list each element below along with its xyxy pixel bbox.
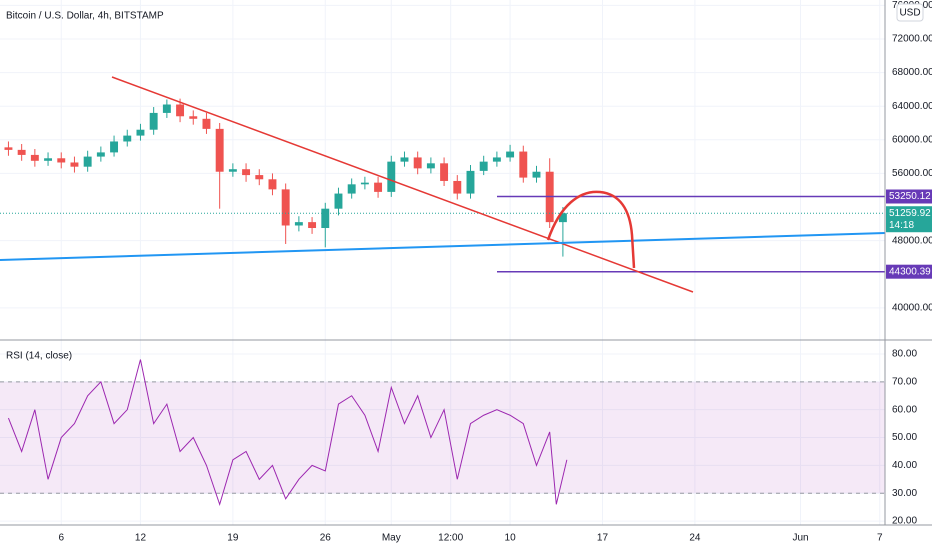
x-tick-label: 26 <box>320 533 332 544</box>
candle-body <box>17 149 26 155</box>
rsi-line <box>7 359 568 507</box>
candle-body <box>255 175 264 180</box>
countdown: 14:18 <box>889 220 914 231</box>
candle-body <box>215 128 224 172</box>
x-tick-label: 6 <box>58 533 64 544</box>
candle-body <box>176 104 185 117</box>
level-label: 44300.39 <box>889 266 931 277</box>
candle-body <box>506 151 515 158</box>
rsi-band <box>0 381 885 494</box>
chart-title: Bitcoin / U.S. Dollar, 4h, BITSTAMP <box>6 11 164 22</box>
candle-body <box>242 169 251 176</box>
y-tick-label: 72000.00 <box>892 34 932 45</box>
y-tick-label: 60000.00 <box>892 134 932 145</box>
candle-body <box>57 158 66 163</box>
candle-body <box>466 170 475 194</box>
candle-body <box>4 147 13 150</box>
marks <box>0 98 885 507</box>
projection-arc <box>546 190 636 269</box>
candle-body <box>334 193 343 209</box>
candle-body <box>136 129 145 136</box>
x-tick-label: 12 <box>135 533 147 544</box>
candle-body <box>44 158 53 161</box>
candle-body <box>110 141 119 153</box>
candle-body <box>149 112 158 130</box>
grid <box>0 0 885 525</box>
trend-line <box>111 76 694 293</box>
candle-body <box>228 169 237 172</box>
x-tick-label: 24 <box>689 533 701 544</box>
candle-body <box>123 135 132 142</box>
candle-body <box>387 161 396 192</box>
support-line <box>0 232 886 261</box>
level-label-box <box>886 264 932 279</box>
candle-body <box>70 162 79 167</box>
last-price-label: 51259.92 <box>889 208 931 219</box>
candle-body <box>440 163 449 181</box>
x-tick-label: Jun <box>792 533 808 544</box>
candle-body <box>360 182 369 185</box>
candle-body <box>479 161 488 171</box>
candle-body <box>400 157 409 162</box>
candle-body <box>453 180 462 194</box>
x-tick-label: 12:00 <box>438 533 463 544</box>
rsi-tick-label: 70.00 <box>892 376 917 387</box>
last-price-box <box>886 206 932 233</box>
rsi-tick-label: 30.00 <box>892 488 917 499</box>
candle-body <box>83 156 92 167</box>
currency[interactable]: USD <box>899 8 920 19</box>
candle-body <box>162 104 171 113</box>
rsi-title: RSI (14, close) <box>6 351 72 362</box>
candle-body <box>374 182 383 192</box>
rsi-tick-label: 40.00 <box>892 460 917 471</box>
x-tick-label: 7 <box>877 533 883 544</box>
x-tick-label: May <box>382 533 401 544</box>
candle-body <box>268 179 277 190</box>
candle-body <box>308 222 317 229</box>
rsi-tick-label: 80.00 <box>892 349 917 360</box>
candle-body <box>492 157 501 162</box>
candle-body <box>532 171 541 178</box>
candle-body <box>321 208 330 229</box>
y-tick-label: 64000.00 <box>892 101 932 112</box>
candle-body <box>347 184 356 194</box>
candle-body <box>281 189 290 226</box>
y-tick-label: 68000.00 <box>892 67 932 78</box>
rsi-tick-label: 20.00 <box>892 516 917 527</box>
candle-body <box>189 116 198 119</box>
candle-body <box>202 118 211 129</box>
y-tick-label: 40000.00 <box>892 302 932 313</box>
candle-body <box>413 157 422 169</box>
level-label: 53250.12 <box>889 191 931 202</box>
x-tick-label: 10 <box>505 533 517 544</box>
candle-body <box>30 154 39 161</box>
rsi-tick-label: 60.00 <box>892 404 917 415</box>
currency-box[interactable] <box>896 3 924 22</box>
candle-body <box>558 213 567 223</box>
rsi-tick-label: 50.00 <box>892 432 917 443</box>
y-tick-label: 48000.00 <box>892 235 932 246</box>
x-tick-label: 17 <box>597 533 609 544</box>
candle-body <box>426 163 435 169</box>
candle-body <box>519 151 528 178</box>
candle-body <box>294 222 303 226</box>
level-label-box <box>886 189 932 204</box>
x-tick-label: 19 <box>227 533 239 544</box>
candle-body <box>96 152 105 157</box>
y-tick-label: 56000.00 <box>892 168 932 179</box>
